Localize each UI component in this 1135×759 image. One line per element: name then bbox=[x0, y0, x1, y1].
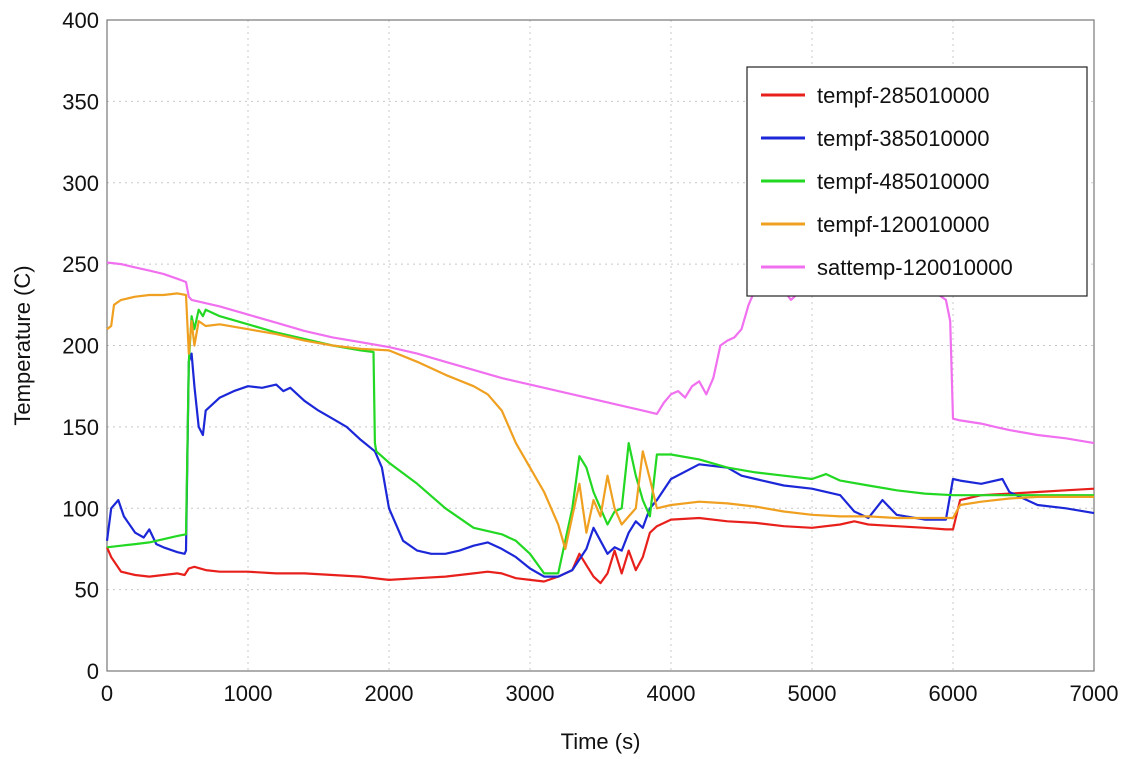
x-tick-label: 3000 bbox=[506, 681, 555, 706]
y-tick-label: 0 bbox=[87, 659, 99, 684]
y-axis-ticks: 0 50 100 150 200 250 300 350 400 bbox=[62, 8, 99, 684]
x-tick-label: 7000 bbox=[1070, 681, 1119, 706]
y-tick-label: 350 bbox=[62, 89, 99, 114]
y-tick-label: 400 bbox=[62, 8, 99, 33]
series-line-tempf-485010000 bbox=[106, 308, 1094, 575]
series-line-tempf-285010000 bbox=[105, 487, 1095, 585]
x-tick-label: 4000 bbox=[647, 681, 696, 706]
series-line-tempf-385010000 bbox=[105, 352, 1095, 578]
y-tick-label: 100 bbox=[62, 496, 99, 521]
legend: tempf-285010000 tempf-385010000 tempf-4850… bbox=[746, 66, 1088, 297]
legend-entry: tempf-285010000 bbox=[817, 83, 989, 108]
legend-entry: tempf-385010000 bbox=[817, 126, 989, 151]
y-tick-label: 200 bbox=[62, 334, 99, 359]
x-tick-label: 2000 bbox=[365, 681, 414, 706]
y-tick-label: 300 bbox=[62, 171, 99, 196]
y-tick-label: 150 bbox=[62, 415, 99, 440]
x-axis-label: Time (s) bbox=[561, 729, 641, 754]
x-tick-label: 1000 bbox=[224, 681, 273, 706]
x-tick-label: 6000 bbox=[929, 681, 978, 706]
series-line-tempf-120010000 bbox=[106, 292, 1094, 551]
x-axis-ticks: 0 1000 2000 3000 4000 5000 6000 7000 bbox=[101, 681, 1119, 706]
x-tick-label: 5000 bbox=[788, 681, 837, 706]
x-tick-label: 0 bbox=[101, 681, 113, 706]
y-tick-label: 50 bbox=[75, 578, 99, 603]
y-axis-label: Temperature (C) bbox=[10, 265, 35, 425]
legend-entry: tempf-485010000 bbox=[817, 169, 989, 194]
legend-entry: sattemp-120010000 bbox=[817, 255, 1013, 280]
plot-area-frame bbox=[106, 19, 1095, 672]
y-tick-label: 250 bbox=[62, 252, 99, 277]
legend-entry: tempf-120010000 bbox=[817, 212, 989, 237]
